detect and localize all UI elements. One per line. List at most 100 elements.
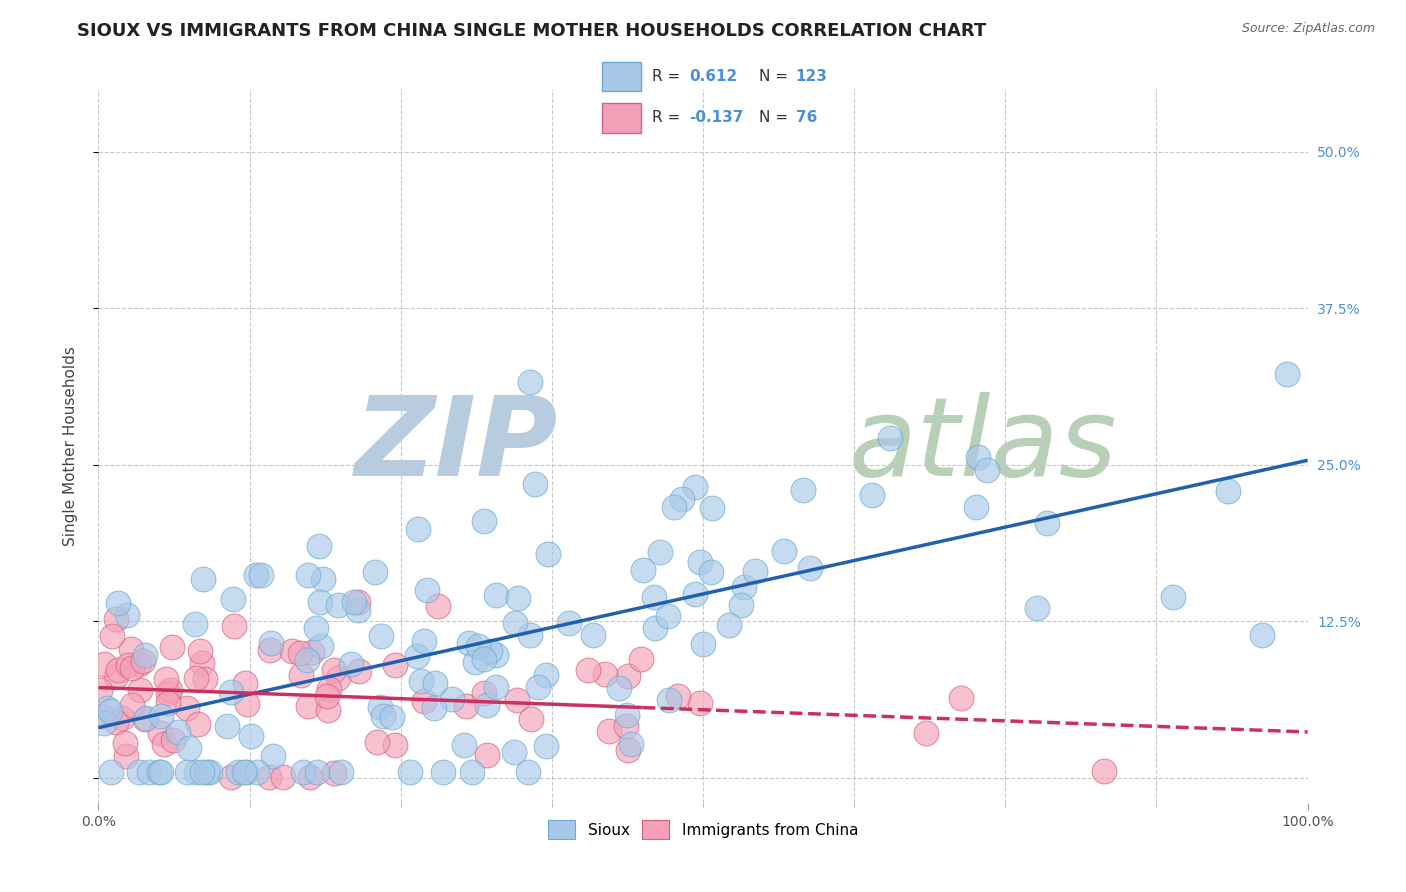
Point xyxy=(120,642,142,657)
Point xyxy=(150,764,173,779)
Point xyxy=(177,741,200,756)
Point xyxy=(166,725,188,739)
Point xyxy=(643,590,665,604)
Bar xyxy=(602,62,641,92)
Text: R =: R = xyxy=(652,111,681,125)
Point xyxy=(406,648,429,663)
Point xyxy=(235,764,257,779)
Point xyxy=(534,739,557,753)
Point xyxy=(91,708,114,723)
Point xyxy=(662,500,685,514)
Point xyxy=(233,764,256,779)
Point xyxy=(148,764,170,779)
Point xyxy=(260,636,283,650)
Point xyxy=(162,733,184,747)
Point xyxy=(617,743,640,757)
Point xyxy=(128,683,150,698)
Y-axis label: Single Mother Households: Single Mother Households xyxy=(63,346,77,546)
Point xyxy=(239,729,262,743)
Point xyxy=(671,492,693,507)
Point xyxy=(398,764,420,779)
Point xyxy=(198,764,221,779)
Point xyxy=(138,764,160,779)
Point xyxy=(291,764,314,779)
Point xyxy=(384,657,406,672)
Point xyxy=(368,700,391,714)
Point xyxy=(730,598,752,612)
Point xyxy=(309,595,332,609)
Point xyxy=(245,568,267,582)
Point xyxy=(461,764,484,779)
Point xyxy=(128,764,150,779)
Point xyxy=(453,739,475,753)
Point xyxy=(194,672,217,686)
Point xyxy=(609,681,631,696)
Point xyxy=(271,770,294,784)
Text: -0.137: -0.137 xyxy=(689,111,744,125)
Point xyxy=(413,633,436,648)
Point xyxy=(717,618,740,632)
Point xyxy=(219,684,242,698)
Point xyxy=(1216,483,1239,498)
Point xyxy=(312,573,335,587)
Point xyxy=(477,747,499,762)
Point xyxy=(683,480,706,494)
Point xyxy=(966,450,988,464)
Point xyxy=(281,643,304,657)
Point xyxy=(135,711,157,725)
Point xyxy=(576,663,599,677)
Point xyxy=(318,681,340,696)
Point xyxy=(115,607,138,622)
Point xyxy=(259,643,281,657)
Point xyxy=(308,539,330,553)
Point xyxy=(187,717,209,731)
Point xyxy=(128,657,150,671)
Point xyxy=(114,736,136,750)
Point xyxy=(519,375,541,389)
Point xyxy=(666,689,689,703)
Point xyxy=(630,652,652,666)
Point xyxy=(519,628,541,642)
Point xyxy=(620,737,643,751)
Point xyxy=(347,595,370,609)
Point xyxy=(527,681,550,695)
Point xyxy=(290,668,312,682)
Point xyxy=(792,483,814,498)
Point xyxy=(219,770,242,784)
Point xyxy=(427,599,450,613)
Point xyxy=(340,657,363,671)
Point xyxy=(799,561,821,575)
Point xyxy=(467,639,489,653)
Point xyxy=(692,637,714,651)
Point xyxy=(733,581,755,595)
Point xyxy=(134,648,156,662)
Point xyxy=(156,697,179,711)
Point xyxy=(323,765,346,780)
Point xyxy=(689,696,711,710)
Point xyxy=(107,663,129,677)
Point xyxy=(233,676,256,690)
Point xyxy=(478,644,501,658)
Text: R =: R = xyxy=(652,70,681,84)
Point xyxy=(316,690,339,704)
Point xyxy=(159,683,181,698)
Point xyxy=(949,690,972,705)
Point xyxy=(432,764,454,779)
Point xyxy=(184,672,207,686)
Point xyxy=(915,726,938,740)
Point xyxy=(347,603,370,617)
Point xyxy=(373,709,395,723)
Point xyxy=(423,675,446,690)
Point xyxy=(381,710,404,724)
Point xyxy=(114,748,136,763)
Point xyxy=(406,522,429,536)
Point xyxy=(617,669,640,683)
Point xyxy=(290,646,312,660)
Point xyxy=(156,686,179,700)
Point xyxy=(416,582,439,597)
Point xyxy=(132,654,155,668)
Point xyxy=(650,544,672,558)
Point xyxy=(176,764,198,779)
Point xyxy=(631,563,654,577)
Point xyxy=(516,764,538,779)
